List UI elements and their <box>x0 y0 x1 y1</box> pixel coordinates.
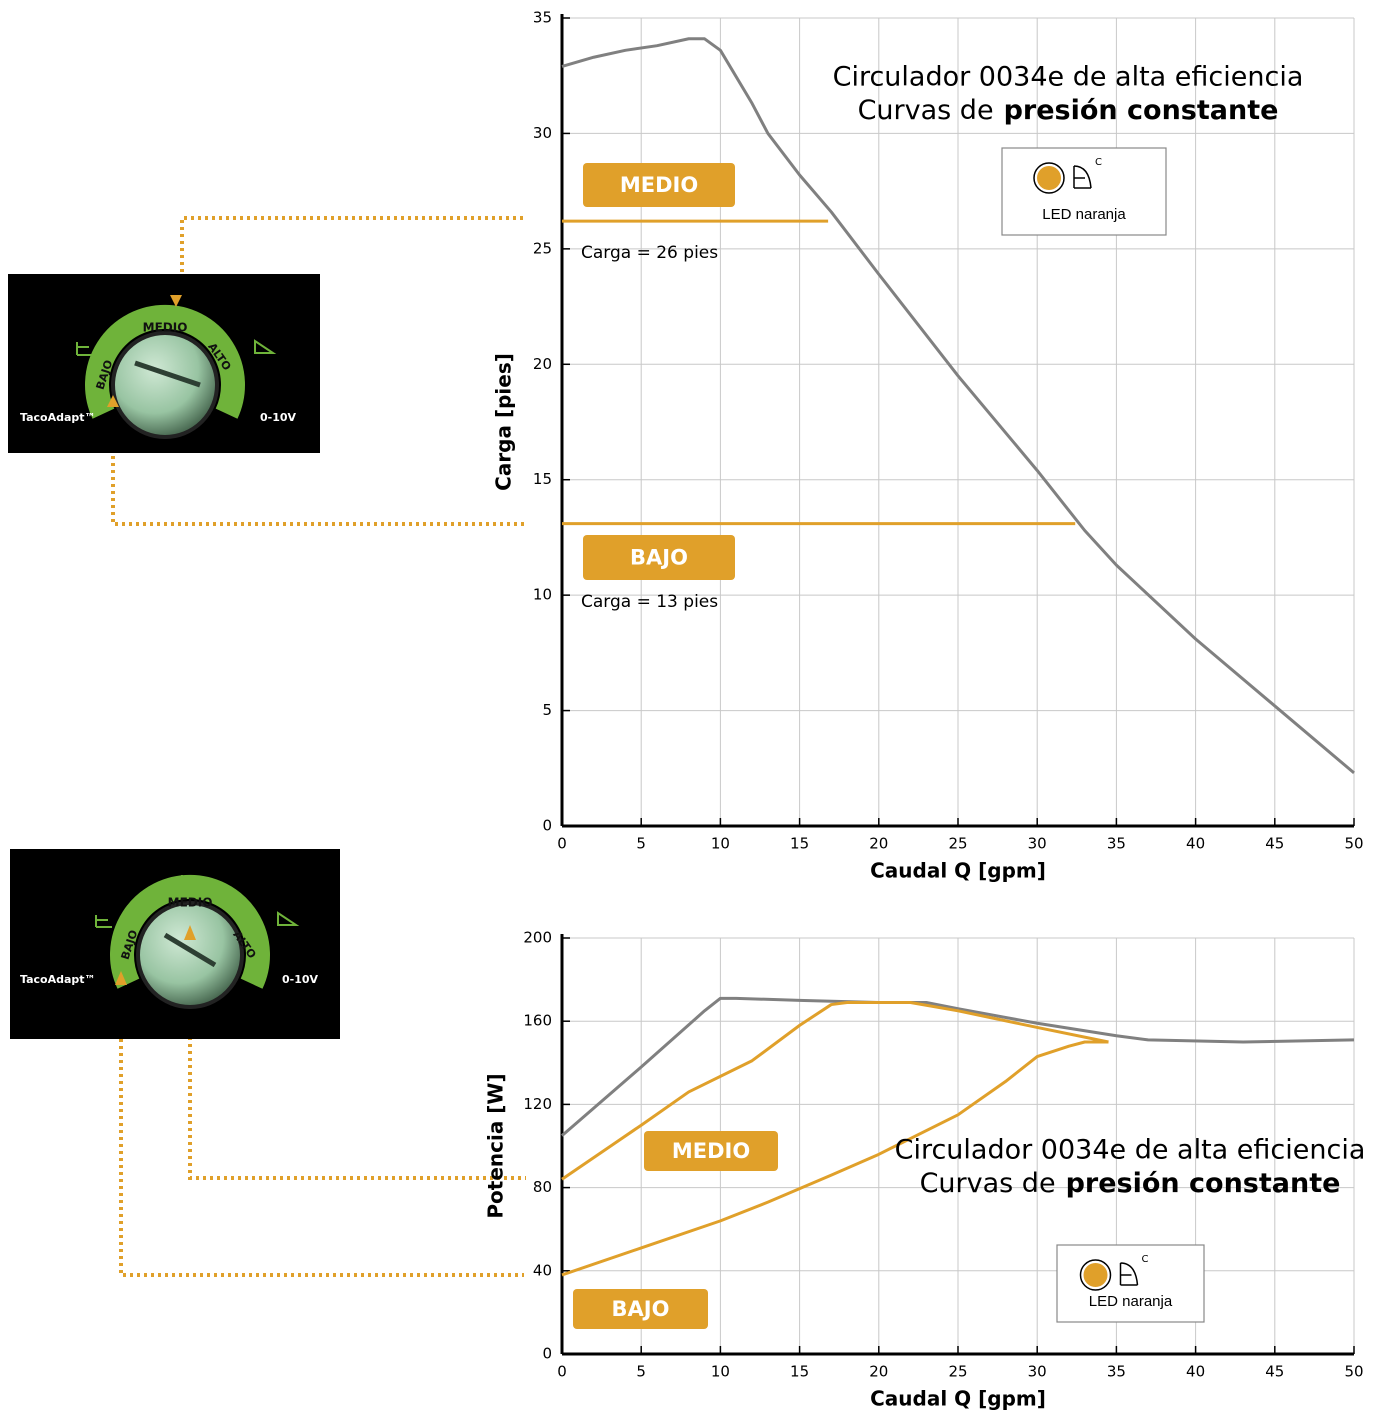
x-tick-label: 20 <box>869 1363 888 1381</box>
series-line <box>561 37 1355 775</box>
icon <box>95 915 112 928</box>
icon <box>277 911 300 926</box>
series-line <box>561 1040 1109 1277</box>
y-tick-label: 5 <box>542 701 552 719</box>
x-tick-label: 0 <box>557 835 567 853</box>
annotation: Carga = 13 pies <box>581 592 718 612</box>
y-tick-label: 10 <box>533 586 552 604</box>
dial: MEDIO BAJO ALTO TacoAdapt™ 0-10V <box>10 849 340 1039</box>
x-tick-label: 20 <box>869 835 888 853</box>
x-tick-label: 10 <box>711 835 730 853</box>
chart-subtitle: Curvas de presión constante <box>858 95 1279 126</box>
dial-slot <box>134 360 201 388</box>
legend-icon <box>1073 165 1092 189</box>
connector <box>119 990 524 1277</box>
x-tick-label: 25 <box>948 835 967 853</box>
arrow <box>170 295 182 307</box>
y-tick-label: 20 <box>533 355 552 373</box>
y-tick-label: 200 <box>523 929 552 947</box>
x-tick-label: 10 <box>711 1363 730 1381</box>
icon <box>254 339 277 354</box>
x-tick-label: 35 <box>1107 835 1126 853</box>
dial-brand: TacoAdapt™ <box>20 973 96 986</box>
legend-symbol: C <box>1142 1254 1149 1265</box>
series-label: BAJO <box>612 1297 670 1321</box>
x-tick-label: 15 <box>790 1363 809 1381</box>
x-axis-label: Caudal Q [gpm] <box>870 859 1046 883</box>
dial-slot <box>163 932 217 968</box>
series-label: BAJO <box>630 546 688 570</box>
icon <box>76 342 93 356</box>
series-badge <box>644 1131 778 1171</box>
subtitle-bold: presión constante <box>1004 95 1279 126</box>
x-tick-label: 15 <box>790 835 809 853</box>
arrow <box>107 395 119 407</box>
dial-label: MEDIO <box>168 896 213 910</box>
legend-label: LED naranja <box>1089 1293 1173 1310</box>
annotation: Carga = 26 pies <box>581 243 718 263</box>
y-tick-label: 80 <box>533 1178 552 1196</box>
y-axis-label: Potencia [W] <box>484 1073 508 1218</box>
series-line <box>561 1000 1109 1181</box>
subtitle-text: Curvas de <box>858 95 994 126</box>
series-badge <box>583 163 735 207</box>
x-tick-label: 30 <box>1028 1363 1047 1381</box>
x-tick-label: 45 <box>1265 1363 1284 1381</box>
legend-box <box>1056 1244 1205 1323</box>
arrow <box>184 925 196 940</box>
y-tick-label: 25 <box>533 239 552 257</box>
subtitle-text: Curvas de <box>920 1168 1056 1199</box>
series-label: MEDIO <box>620 173 698 197</box>
x-tick-label: 5 <box>636 835 646 853</box>
series-badge <box>583 535 735 580</box>
icon <box>181 875 202 891</box>
y-tick-label: 40 <box>533 1261 552 1279</box>
x-tick-label: 0 <box>557 1363 567 1381</box>
y-tick-label: 160 <box>523 1012 552 1030</box>
chart-title: Circulador 0034e de alta eficiencia <box>895 1135 1366 1166</box>
series-label: MEDIO <box>672 1139 750 1163</box>
y-tick-label: 0 <box>542 1345 552 1363</box>
x-tick-label: 40 <box>1186 835 1205 853</box>
x-tick-label: 30 <box>1028 835 1047 853</box>
x-tick-label: 50 <box>1344 835 1363 853</box>
x-tick-label: 5 <box>636 1363 646 1381</box>
x-tick-label: 35 <box>1107 1363 1126 1381</box>
y-tick-label: 15 <box>533 470 552 488</box>
legend-label: LED naranja <box>1042 206 1126 223</box>
legend-icon <box>1119 1262 1139 1286</box>
dial-knob <box>136 901 244 1009</box>
dial-knob <box>111 331 219 439</box>
x-tick-label: 50 <box>1344 1363 1363 1381</box>
dial-label: MEDIO <box>143 321 188 335</box>
y-tick-label: 35 <box>533 9 552 27</box>
dial-signal: 0-10V <box>282 973 319 986</box>
chart-title: Circulador 0034e de alta eficiencia <box>833 62 1304 93</box>
dial-arc <box>85 304 245 419</box>
dial-arc <box>110 874 270 989</box>
x-tick-label: 25 <box>948 1363 967 1381</box>
dial: MEDIO BAJO ALTO TacoAdapt™ 0-10V <box>8 274 320 453</box>
legend-symbol: C <box>1095 157 1102 168</box>
legend-box <box>1001 147 1167 236</box>
y-tick-label: 30 <box>533 124 552 142</box>
x-axis-label: Caudal Q [gpm] <box>870 1387 1046 1411</box>
y-tick-label: 0 <box>542 817 552 835</box>
dial-signal: 0-10V <box>260 411 297 424</box>
dial-brand: TacoAdapt™ <box>20 411 96 424</box>
y-axis-label: Carga [pies] <box>492 353 516 491</box>
legend-led-color <box>1037 166 1061 190</box>
y-tick-label: 120 <box>523 1095 552 1113</box>
legend-led-color <box>1083 1263 1108 1287</box>
subtitle-bold: presión constante <box>1066 1168 1341 1199</box>
chart-subtitle: Curvas de presión constante <box>920 1168 1341 1199</box>
x-tick-label: 45 <box>1265 835 1284 853</box>
connector <box>111 400 526 526</box>
x-tick-label: 40 <box>1186 1363 1205 1381</box>
arrow <box>115 971 127 985</box>
series-badge <box>573 1289 708 1329</box>
